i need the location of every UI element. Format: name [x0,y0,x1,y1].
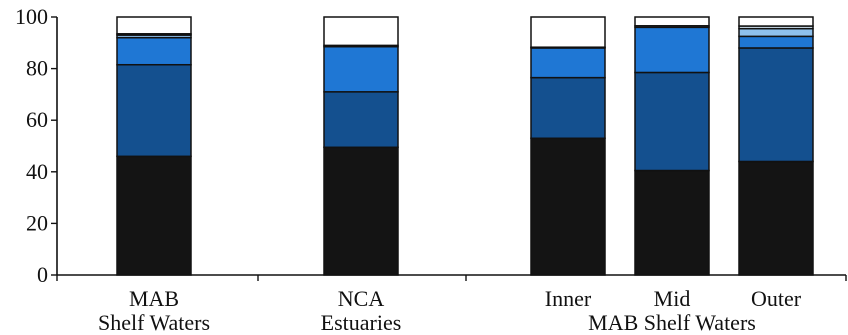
bar-stack [530,16,606,276]
bar-segment [116,36,192,66]
bar-stack [738,16,814,276]
bar-segment [738,47,814,163]
x-category-label: Mid [654,286,691,311]
bar-segment [323,146,399,276]
y-tick-label: 0 [37,262,48,287]
bar-segment [323,91,399,149]
x-category-label: Estuaries [321,310,402,335]
bar-segment [634,16,710,27]
bar-segment [634,26,710,74]
bar-segment [530,16,606,48]
bar-stack [323,16,399,276]
bar-stack [634,16,710,276]
x-category-label: Shelf Waters [98,310,210,335]
y-tick-label: 20 [26,210,48,235]
bar-segment [738,160,814,276]
bar-segment [116,16,192,35]
bar-segment [738,35,814,49]
y-tick-label: 60 [26,107,48,132]
bar-segment [634,71,710,172]
bar-segment [323,16,399,47]
bar-segment [738,16,814,27]
bar-segment [530,137,606,276]
bar-segment [323,45,399,93]
bar-segment [530,47,606,79]
y-tick-label: 100 [15,4,48,29]
bar-segment [116,63,192,158]
x-category-label: NCA [338,286,385,311]
bars [116,16,814,276]
y-axis: 0 20 40 60 80 100 [15,4,58,287]
x-category-label: Inner [545,286,592,311]
x-category-label: Outer [751,286,802,311]
x-category-label: MAB [129,286,179,311]
bar-segment [116,155,192,276]
bar-segment [530,76,606,140]
bar-segment [738,27,814,38]
bar-stack [116,16,192,276]
x-group-label: MAB Shelf Waters [588,310,756,335]
bar-segment [634,169,710,276]
y-tick-label: 40 [26,159,48,184]
y-tick-label: 80 [26,56,48,81]
